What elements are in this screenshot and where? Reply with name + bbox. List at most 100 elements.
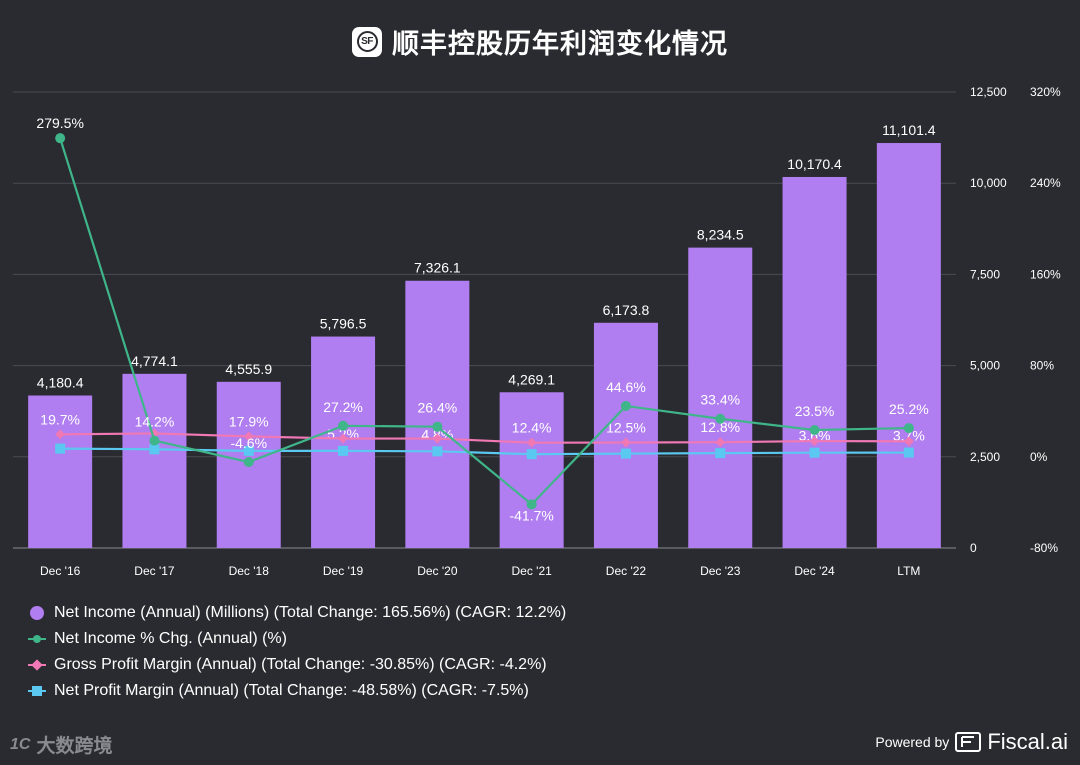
bar-data-label: 10,170.4 (787, 156, 842, 172)
line-point (526, 499, 537, 510)
bar (782, 176, 847, 548)
line-point (526, 449, 537, 460)
line-data-label: 19.7% (40, 411, 80, 427)
line-point (715, 437, 726, 448)
chart-legend: Net Income (Annual) (Millions) (Total Ch… (28, 600, 566, 704)
watermark-text: 大数跨境 (36, 736, 113, 757)
line-point (715, 448, 726, 459)
right-axis-tick-label: -80% (1030, 541, 1058, 555)
line-point (903, 447, 914, 458)
line-data-label: 25.2% (889, 401, 929, 417)
bar (688, 247, 753, 548)
watermark: 1C 大数跨境 (10, 731, 112, 758)
legend-item-net-margin[interactable]: Net Profit Margin (Annual) (Total Change… (28, 678, 566, 704)
bar-data-label: 4,555.9 (225, 361, 272, 377)
line-data-label: 3.6% (799, 428, 831, 444)
line-data-label: 44.6% (606, 379, 646, 395)
line-data-label: 279.5% (36, 115, 83, 131)
bar (593, 322, 658, 548)
line-point (243, 457, 254, 468)
line-point (715, 413, 726, 424)
left-axis-tick-label: 5,000 (970, 359, 1000, 373)
x-axis-tick-label: Dec '23 (700, 564, 741, 578)
line-data-label: 12.8% (700, 419, 740, 435)
line-point (432, 433, 443, 444)
legend-line-circle-icon (28, 630, 46, 648)
legend-item-net-income[interactable]: Net Income (Annual) (Millions) (Total Ch… (28, 600, 566, 626)
fiscal-brand: Fiscal.ai (987, 729, 1068, 754)
x-axis-tick-label: Dec '16 (40, 564, 81, 578)
left-axis-tick-label: 12,500 (970, 85, 1007, 99)
legend-line-square-icon (28, 682, 46, 700)
line-data-label: 27.2% (323, 399, 363, 415)
line-point (809, 447, 820, 458)
line-point (526, 437, 537, 448)
legend-label: Net Profit Margin (Annual) (Total Change… (54, 682, 529, 699)
bar-data-label: 11,101.4 (882, 122, 936, 138)
bar-data-label: 4,269.1 (508, 371, 555, 387)
legend-item-gross-margin[interactable]: Gross Profit Margin (Annual) (Total Chan… (28, 652, 566, 678)
line-point (809, 425, 820, 436)
right-axis-tick-label: 80% (1030, 359, 1054, 373)
bar-data-label: 7,326.1 (414, 260, 461, 276)
line-point (432, 421, 443, 432)
x-axis-tick-label: Dec '17 (134, 564, 175, 578)
powered-by[interactable]: Powered by Fiscal.ai (875, 729, 1068, 755)
line-point (338, 420, 349, 431)
line-data-label: 17.9% (229, 413, 269, 429)
powered-by-label: Powered by (875, 734, 950, 750)
bar (28, 395, 93, 548)
series-line (60, 447, 909, 456)
line-point (243, 431, 254, 442)
line-point (621, 437, 631, 448)
line-point (903, 436, 914, 447)
legend-dot-icon (28, 604, 46, 622)
line-data-label: 12.5% (606, 420, 646, 436)
bar (499, 392, 564, 548)
legend-line-diamond-icon (28, 656, 46, 674)
x-axis-tick-label: Dec '20 (417, 564, 458, 578)
line-point (809, 436, 820, 447)
series-line (60, 432, 909, 444)
right-axis-tick-label: 160% (1030, 267, 1061, 281)
left-axis-tick-label: 0 (970, 541, 977, 555)
x-axis-tick-label: Dec '21 (511, 564, 552, 578)
watermark-logo-icon: 1C (10, 735, 31, 753)
chart-area: 0 -80% 2,500 0% 5,000 80% 7,500 160% 10,000 240% 1… (13, 85, 1061, 578)
bar-data-label: 4,180.4 (37, 374, 84, 390)
bar (876, 143, 941, 548)
line-point (55, 443, 66, 454)
right-axis-tick-label: 0% (1030, 450, 1048, 464)
line-data-label: -4.6% (230, 435, 267, 451)
legend-label: Net Income % Chg. (Annual) (%) (54, 630, 287, 647)
line-data-label: 12.4% (512, 420, 552, 436)
x-axis-tick-label: Dec '24 (794, 564, 835, 578)
line-data-label: 33.4% (700, 392, 740, 408)
line-point (149, 435, 160, 446)
right-axis-tick-label: 240% (1030, 176, 1061, 190)
bar-data-label: 5,796.5 (320, 316, 367, 332)
line-point (55, 133, 66, 144)
legend-item-net-income-chg[interactable]: Net Income % Chg. (Annual) (%) (28, 626, 566, 652)
chart-title: 顺丰控股历年利润变化情况 (392, 29, 728, 59)
bar-data-label: 8,234.5 (697, 227, 744, 243)
x-axis-tick-label: LTM (897, 564, 920, 578)
x-axis-tick-label: Dec '18 (229, 564, 270, 578)
sf-logo: SF (352, 26, 382, 57)
left-axis-tick-label: 10,000 (970, 176, 1007, 190)
line-data-label: -41.7% (509, 507, 553, 523)
line-data-label: 14.2% (135, 414, 175, 430)
fiscal-logo-icon (955, 732, 982, 752)
line-point (243, 445, 254, 456)
left-axis-tick-label: 2,500 (970, 450, 1000, 464)
x-axis-tick-label: Dec '19 (323, 564, 364, 578)
bar-data-label: 4,774.1 (131, 353, 178, 369)
line-point (338, 445, 349, 456)
legend-label: Net Income (Annual) (Millions) (Total Ch… (54, 604, 567, 621)
bar (405, 280, 470, 548)
line-data-label: 26.4% (417, 400, 457, 416)
bar-data-label: 6,173.8 (603, 302, 650, 318)
series-line (59, 137, 909, 506)
chart-title-bar: SF 顺丰控股历年利润变化情况 (0, 22, 1080, 61)
line-data-label: 23.5% (795, 403, 835, 419)
